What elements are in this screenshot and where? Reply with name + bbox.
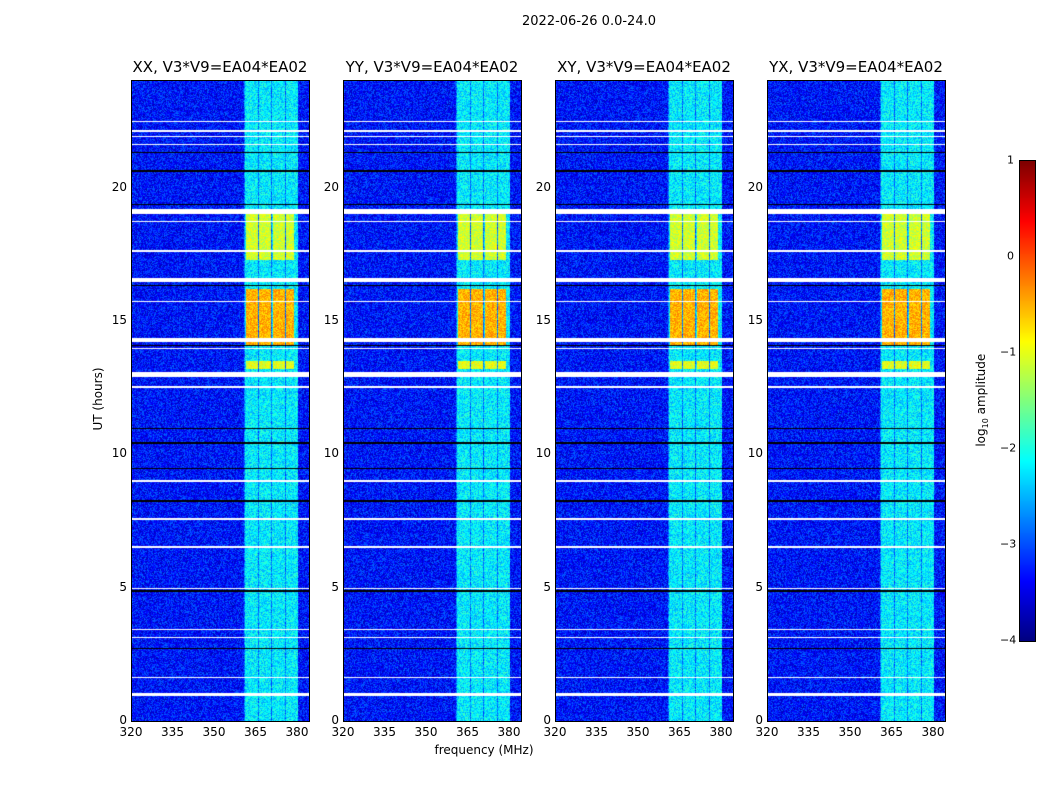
y-tick-label: 5 [119,579,127,594]
colorbar-label-sub: 10 [981,418,991,429]
colorbar-tick: −3 [1000,537,1017,551]
colorbar-gradient [1020,161,1035,641]
heatmap-canvas [768,81,945,721]
heatmap-panel-yy [343,80,522,722]
y-tick-label: 5 [755,579,763,594]
x-tick-label: 320 [755,725,779,739]
heatmap-canvas [556,81,733,721]
panel-title-xx: XX, V3*V9=EA04*EA02 [132,58,308,76]
x-axis-label: frequency (MHz) [434,743,534,757]
colorbar [1019,160,1036,642]
x-tick-label: 365 [244,725,267,739]
y-tick-label: 0 [543,713,551,727]
x-tick-label: 335 [585,725,608,739]
y-tick-label: 0 [119,713,127,727]
x-tick-label: 365 [456,725,479,739]
colorbar-label-log: log [973,428,988,447]
colorbar-tick: −4 [1000,633,1017,647]
y-axis-label: UT (hours) [91,367,105,431]
heatmap-panel-yx [767,80,946,722]
y-tick-label: 10 [535,446,551,461]
x-tick-label: 365 [880,725,903,739]
y-tick-label: 20 [747,179,763,194]
colorbar-tick: 1 [1007,153,1014,167]
heatmap-canvas [132,81,309,721]
colorbar-tick: 0 [1007,249,1014,263]
figure-title: 2022-06-26 0.0-24.0 [522,14,656,29]
colorbar-tick: −2 [1000,441,1017,455]
y-tick-label: 15 [111,313,127,327]
x-tick-label: 350 [202,725,226,739]
heatmap-panel-xx [131,80,310,722]
x-tick-label: 320 [543,725,567,739]
heatmap-canvas [344,81,521,721]
y-tick-label: 15 [747,313,763,327]
x-tick-label: 365 [668,725,691,739]
y-tick-label: 0 [331,713,339,727]
x-tick-label: 350 [626,725,650,739]
y-tick-label: 15 [535,313,551,327]
x-tick-label: 380 [497,725,521,739]
x-tick-label: 335 [797,725,820,739]
y-tick-label: 20 [111,179,127,194]
colorbar-label-rest: amplitude [973,353,988,419]
y-tick-label: 10 [111,446,127,461]
x-tick-label: 350 [838,725,862,739]
y-tick-label: 0 [755,713,763,727]
y-tick-label: 10 [747,446,763,461]
y-tick-label: 5 [331,579,339,594]
x-tick-label: 335 [373,725,396,739]
x-tick-label: 320 [119,725,143,739]
y-tick-label: 15 [323,313,339,327]
x-tick-label: 335 [161,725,184,739]
panel-title-xy: XY, V3*V9=EA04*EA02 [557,58,731,76]
y-tick-label: 20 [323,179,339,194]
heatmap-panel-xy [555,80,734,722]
x-tick-label: 350 [414,725,438,739]
colorbar-tick: −1 [1000,345,1017,359]
x-tick-label: 320 [331,725,355,739]
x-tick-label: 380 [921,725,945,739]
x-tick-label: 380 [285,725,309,739]
y-tick-label: 20 [535,179,551,194]
y-tick-label: 10 [323,446,339,461]
panel-title-yy: YY, V3*V9=EA04*EA02 [345,58,519,76]
x-tick-label: 380 [709,725,733,739]
panel-title-yx: YX, V3*V9=EA04*EA02 [769,58,943,76]
colorbar-label: log10 amplitude [974,340,990,460]
y-tick-label: 5 [543,579,551,594]
